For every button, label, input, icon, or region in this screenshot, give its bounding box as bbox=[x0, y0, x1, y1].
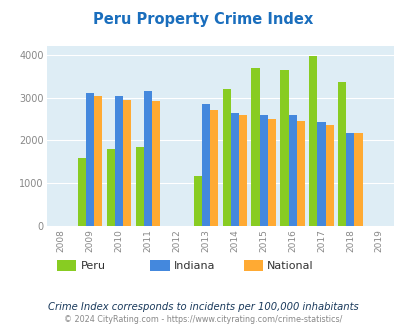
Bar bbox=[337, 82, 345, 226]
Bar bbox=[193, 176, 201, 226]
Bar bbox=[309, 56, 317, 226]
Bar bbox=[267, 119, 275, 226]
Bar bbox=[86, 93, 94, 226]
Text: © 2024 CityRating.com - https://www.cityrating.com/crime-statistics/: © 2024 CityRating.com - https://www.city… bbox=[64, 315, 341, 324]
Bar bbox=[209, 110, 217, 226]
Bar bbox=[201, 104, 209, 226]
Bar bbox=[143, 91, 151, 226]
Bar bbox=[325, 124, 333, 226]
Bar bbox=[251, 68, 259, 226]
Bar bbox=[107, 149, 115, 226]
Bar bbox=[123, 100, 131, 226]
Bar bbox=[94, 96, 102, 226]
Text: Peru: Peru bbox=[80, 261, 105, 271]
Bar bbox=[151, 101, 160, 226]
Bar bbox=[288, 115, 296, 226]
Bar bbox=[296, 121, 304, 226]
Bar bbox=[280, 70, 288, 226]
Bar bbox=[345, 133, 354, 226]
Bar bbox=[222, 89, 230, 226]
Bar bbox=[115, 96, 123, 226]
Text: Indiana: Indiana bbox=[173, 261, 215, 271]
Text: Peru Property Crime Index: Peru Property Crime Index bbox=[93, 12, 312, 26]
Bar bbox=[78, 157, 86, 226]
Bar bbox=[259, 115, 267, 226]
Bar bbox=[317, 122, 325, 226]
Bar bbox=[230, 113, 238, 226]
Text: National: National bbox=[266, 261, 313, 271]
Bar bbox=[354, 133, 362, 226]
Bar bbox=[238, 115, 246, 226]
Bar bbox=[135, 147, 143, 226]
Text: Crime Index corresponds to incidents per 100,000 inhabitants: Crime Index corresponds to incidents per… bbox=[47, 302, 358, 312]
